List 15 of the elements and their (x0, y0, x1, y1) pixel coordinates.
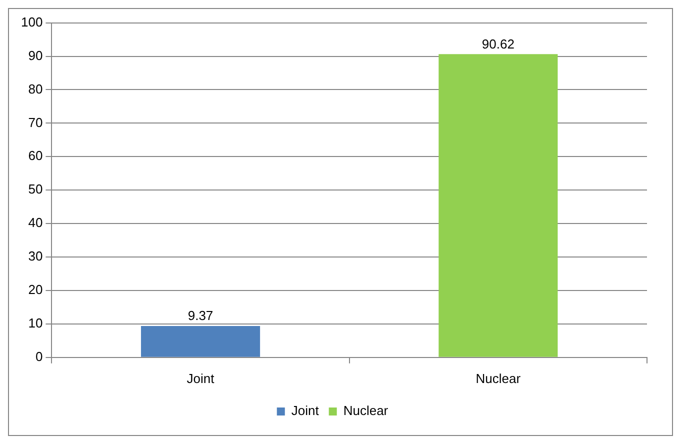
legend-label: Nuclear (343, 403, 389, 418)
y-tick-label: 30 (28, 248, 43, 264)
y-tick-label: 70 (28, 114, 43, 130)
y-tick-label: 60 (28, 148, 43, 164)
y-tick-label: 40 (28, 215, 43, 230)
y-tick-label: 10 (28, 316, 43, 331)
legend-label: Joint (291, 403, 320, 418)
y-tick-label: 20 (28, 282, 43, 298)
y-tick-label: 80 (28, 81, 43, 96)
y-tick-label: 50 (28, 182, 43, 197)
data-label: 9.37 (188, 308, 214, 324)
data-label: 90.62 (482, 36, 514, 52)
y-tick-label: 100 (20, 14, 43, 30)
y-tick-label: 90 (28, 48, 43, 63)
y-tick-label: 0 (35, 348, 43, 364)
